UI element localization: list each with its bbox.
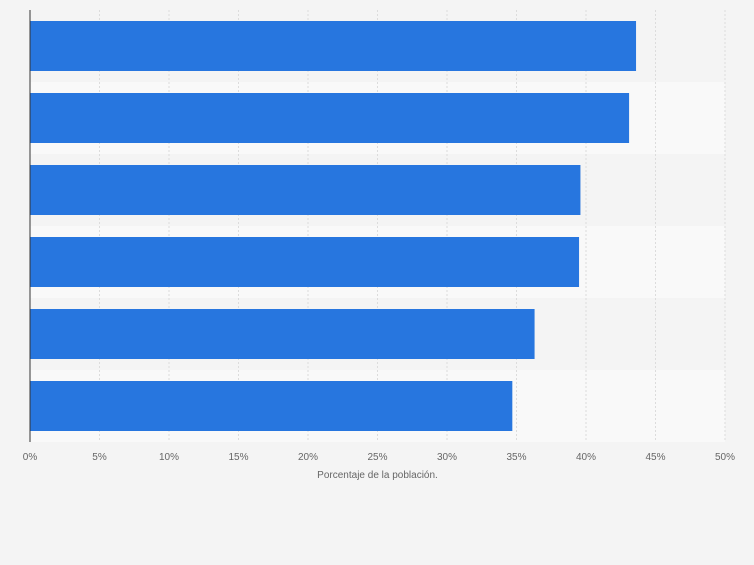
x-tick-label: 40% <box>576 452 596 463</box>
x-tick-label: 35% <box>506 452 526 463</box>
bar[interactable] <box>30 237 580 287</box>
x-tick-label: 15% <box>228 452 248 463</box>
bar[interactable] <box>30 21 637 71</box>
x-tick-label: 10% <box>159 452 179 463</box>
bar[interactable] <box>30 165 581 215</box>
bar[interactable] <box>30 381 513 431</box>
x-tick-label: 0% <box>23 452 38 463</box>
x-tick-label: 25% <box>367 452 387 463</box>
x-tick-label: 50% <box>715 452 735 463</box>
x-tick-label: 5% <box>92 452 107 463</box>
bar[interactable] <box>30 93 630 143</box>
x-axis-label: Porcentaje de la población. <box>317 470 438 481</box>
bar[interactable] <box>30 309 535 359</box>
x-tick-label: 30% <box>437 452 457 463</box>
x-tick-label: 20% <box>298 452 318 463</box>
x-tick-label: 45% <box>645 452 665 463</box>
